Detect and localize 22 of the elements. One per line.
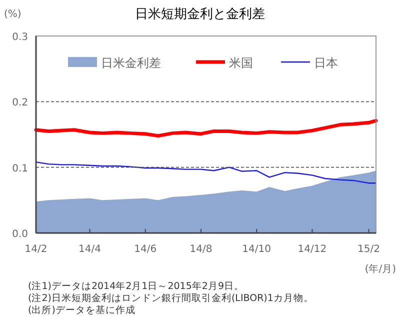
x-tick-label: 14/6 bbox=[134, 244, 157, 255]
legend-label: 日米金利差 bbox=[101, 56, 161, 70]
text: (注1)データは2014年2月1日～2015年2月9日。 bbox=[28, 280, 244, 292]
x-tick-label: 15/2 bbox=[357, 244, 380, 255]
chart-title: 日米短期金利と金利差 bbox=[135, 7, 265, 22]
x-tick-label: 14/10 bbox=[242, 244, 272, 255]
legend-label: 日本 bbox=[314, 56, 338, 70]
x-tick-label: 14/12 bbox=[298, 244, 327, 255]
text: (出所)データを基に作成 bbox=[28, 304, 136, 316]
x-tick-label: 14/8 bbox=[190, 244, 212, 255]
text: (注2)日米短期金利はロンドン銀行間取引金利(LIBOR)1カ月物。 bbox=[28, 292, 314, 304]
y-tick-label: 0.3 bbox=[12, 32, 28, 43]
x-tick-label: 14/2 bbox=[24, 244, 48, 255]
y-tick-label: 0.2 bbox=[12, 98, 28, 109]
x-tick-label: 14/4 bbox=[78, 244, 102, 255]
line-series bbox=[34, 118, 378, 138]
y-tick-label: 0.0 bbox=[12, 229, 28, 240]
line-series bbox=[35, 161, 377, 184]
y-tick-label: 0.1 bbox=[12, 163, 28, 174]
legend-label: 米国 bbox=[229, 56, 253, 70]
y-axis-title: (%) bbox=[4, 9, 22, 20]
x-axis-title: (年/月) bbox=[364, 263, 396, 275]
